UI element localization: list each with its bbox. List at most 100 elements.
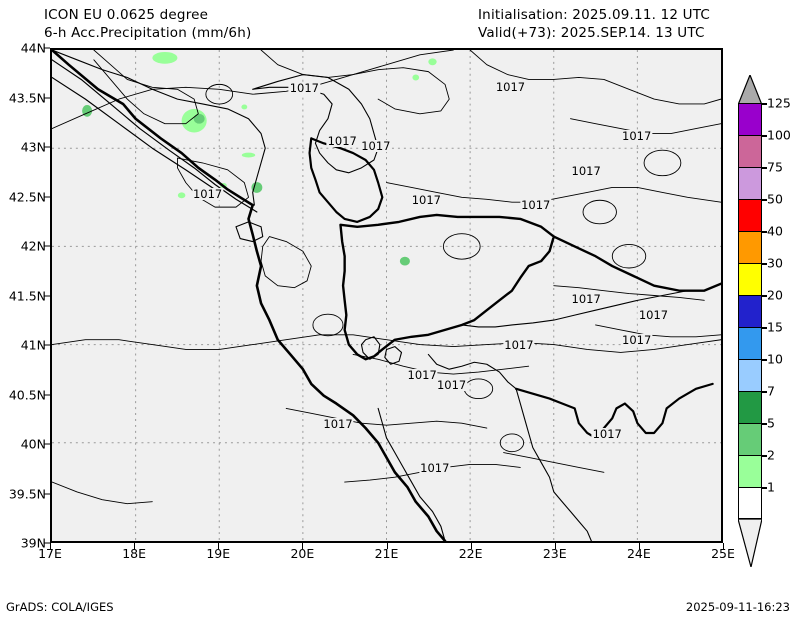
lon-tick-label: 17E: [38, 546, 62, 561]
isobar-label: 1017: [288, 80, 321, 95]
colorbar-tick-mark: [762, 199, 767, 201]
isobar-label: 1017: [191, 186, 224, 201]
precipitation-shading: [82, 51, 437, 266]
isobar-label: 1017: [637, 308, 670, 323]
colorbar-tick-label: 15: [767, 319, 783, 335]
colorbar-tick-mark: [762, 423, 767, 425]
lat-tick-mark: [44, 394, 50, 395]
isobar-label: 1017: [435, 377, 468, 392]
isobar-label: 1017: [419, 460, 451, 475]
isobar-label: 1017: [406, 367, 438, 382]
colorbar-tick-label: 2: [767, 447, 775, 463]
render-timestamp: 2025-09-11-16:23: [685, 600, 790, 614]
lat-tick-label: 42N: [20, 238, 46, 254]
colorbar-segment[interactable]: [738, 327, 762, 359]
lon-tick-label: 22E: [458, 546, 483, 561]
lat-tick-mark: [44, 146, 50, 148]
model-title: ICON EU 0.0625 degree: [44, 7, 209, 23]
lat-tick-label: 43N: [20, 139, 46, 155]
contour-label-layer: 1017 1017 1017 1017 1017 1017 1017 1017 1017 1017…: [52, 50, 721, 541]
isobar-label: 1017: [621, 333, 653, 348]
isobar-label: 1017: [322, 417, 354, 432]
lon-tick-mark: [302, 543, 304, 549]
lat-tick-label: 41N: [20, 337, 46, 353]
colorbar-tick-mark: [762, 135, 767, 137]
lat-tick-label: 40.5N: [8, 387, 46, 402]
colorbar-segment[interactable]: [738, 295, 762, 327]
lat-tick-label: 40N: [20, 436, 46, 452]
lon-tick-mark: [470, 543, 472, 549]
isobar-label: 1017: [326, 134, 358, 149]
colorbar-tick-mark: [762, 359, 767, 361]
isobar-label: 1017: [494, 79, 527, 94]
isobar-label: 1017: [410, 193, 442, 208]
colorbar-segment[interactable]: [738, 487, 762, 519]
lon-tick-label: 20E: [290, 546, 315, 561]
lon-tick-label: 23E: [542, 546, 567, 561]
lon-tick-mark: [218, 543, 220, 549]
colorbar-segment[interactable]: [738, 359, 762, 391]
colorbar-segment[interactable]: [738, 263, 762, 295]
colorbar-tick-label: 1: [767, 479, 775, 495]
colorbar-tick-mark: [762, 103, 767, 105]
isobar-label: 1017: [503, 338, 535, 353]
colorbar-segment[interactable]: [738, 455, 762, 487]
lon-tick-label: 19E: [206, 546, 231, 561]
lat-tick-mark: [44, 344, 50, 346]
lat-tick-mark: [44, 295, 50, 296]
lat-tick-mark: [44, 443, 50, 445]
lat-tick-label: 39N: [20, 535, 46, 551]
lat-tick-mark: [44, 493, 50, 494]
precipitation-colorbar[interactable]: 125 100 75 50 40 30 20 15 10 7 5 2 1: [738, 75, 800, 567]
isobar-label: 1017: [360, 139, 392, 154]
lat-tick-mark: [44, 196, 50, 197]
initialisation-time: Initialisation: 2025.09.11. 12 UTC: [478, 7, 711, 23]
isobar-label: 1017: [570, 292, 602, 307]
colorbar-tick-label: 100: [767, 127, 791, 143]
colorbar-tick-mark: [762, 295, 767, 297]
lat-tick-mark: [44, 245, 50, 247]
coastlines-and-isobars: [52, 50, 721, 541]
colorbar-tick-mark: [762, 231, 767, 233]
lat-tick-label: 42.5N: [8, 189, 46, 204]
colorbar-tick-mark: [762, 391, 767, 393]
map-plot-area[interactable]: 1017 1017 1017 1017 1017 1017 1017 1017 1017 1017…: [50, 48, 723, 543]
colorbar-segment[interactable]: [738, 167, 762, 199]
lat-tick-label: 43.5N: [8, 90, 46, 105]
colorbar-segment[interactable]: [738, 423, 762, 455]
isobar-label: 1017: [520, 198, 552, 213]
lat-tick-label: 44N: [20, 40, 46, 56]
isobar-label: 1017: [621, 129, 653, 144]
colorbar-segment[interactable]: [738, 135, 762, 167]
field-title: 6-h Acc.Precipitation (mm/6h): [44, 25, 252, 41]
colorbar-segment[interactable]: [738, 199, 762, 231]
colorbar-tick-label: 10: [767, 351, 783, 367]
colorbar-tick-label: 7: [767, 383, 775, 399]
valid-time: Valid(+73): 2025.SEP.14. 13 UTC: [478, 25, 705, 41]
lon-tick-mark: [554, 543, 556, 549]
colorbar-segment[interactable]: [738, 231, 762, 263]
colorbar-tick-label: 125: [767, 95, 791, 111]
colorbar-segment[interactable]: [738, 391, 762, 423]
lon-tick-label: 18E: [122, 546, 147, 561]
lat-tick-label: 39.5N: [8, 486, 46, 501]
colorbar-tick-mark: [762, 455, 767, 457]
lat-tick-label: 41.5N: [8, 288, 46, 303]
colorbar-tick-mark: [762, 263, 767, 265]
lon-tick-label: 21E: [374, 546, 399, 561]
colorbar-underflow-taper: [738, 519, 762, 567]
lon-tick-label: 25E: [711, 546, 735, 561]
colorbar-segment[interactable]: [738, 103, 762, 135]
lat-tick-mark: [44, 97, 50, 98]
isobar-label: 1017: [570, 163, 602, 178]
lon-tick-mark: [386, 543, 388, 549]
lon-tick-mark: [723, 543, 724, 549]
colorbar-tick-label: 50: [767, 191, 783, 207]
lon-tick-mark: [134, 543, 136, 549]
colorbar-tick-label: 30: [767, 255, 783, 271]
lat-tick-mark: [44, 542, 50, 544]
colorbar-tick-mark: [762, 487, 767, 489]
colorbar-tick-label: 40: [767, 223, 783, 239]
colorbar-tick-label: 5: [767, 415, 775, 431]
